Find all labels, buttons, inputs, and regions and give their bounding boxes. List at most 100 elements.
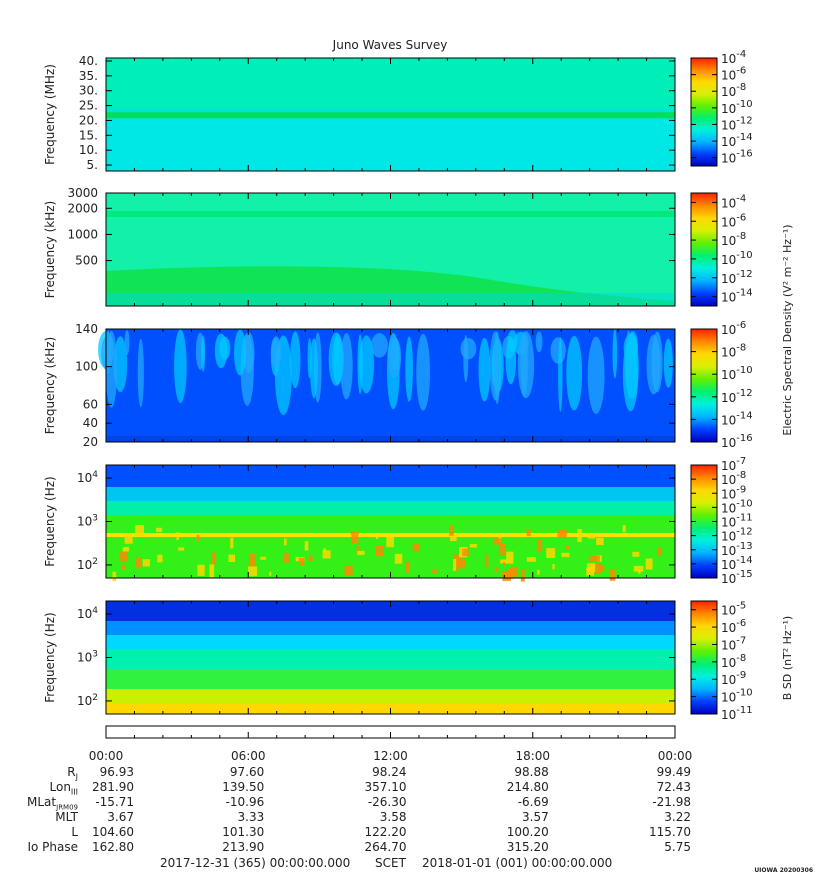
colorbar-tick-label: 10-14 — [721, 288, 753, 305]
eph-value: 3.22 — [664, 810, 691, 824]
colorbar-tick-label: 10-6 — [721, 66, 746, 83]
eph-label-rj: RJ — [67, 765, 78, 782]
footer-end-time: 2018-01-01 (001) 00:00:00.000 — [422, 856, 613, 870]
heatmap-4 — [106, 465, 675, 582]
colorbar-5 — [690, 600, 718, 715]
eph-value: -15.71 — [95, 795, 134, 809]
y-tick-label: 40. — [79, 54, 98, 68]
colorbar-tick-label: 10-8 — [721, 653, 746, 670]
y-tick-label: 3000 — [67, 186, 98, 200]
y-tick-label: 1000 — [67, 227, 98, 241]
y-tick-label: 10. — [79, 143, 98, 157]
y-tick-label: 102 — [77, 557, 98, 572]
y-tick-label: 60 — [83, 397, 98, 411]
colorbar-tick-label: 10-8 — [721, 343, 746, 360]
colorbar-tick-label: 10-10 — [721, 688, 753, 705]
footer-scet-label: SCET — [375, 856, 406, 870]
colorbar-tick-label: 10-12 — [721, 388, 753, 405]
colorbar-tick-label: 10-6 — [721, 212, 746, 229]
eph-value: 162.80 — [92, 840, 134, 854]
time-tick-label: 18:00 — [515, 749, 550, 763]
electric-colorbar-label: Electric Spectral Density (V² m⁻² Hz⁻¹) — [781, 224, 794, 435]
eph-value: 99.49 — [656, 765, 691, 779]
colorbar-tick-label: 10-16 — [721, 433, 753, 450]
eph-value: 101.30 — [222, 825, 265, 839]
y-tick-label: 103 — [77, 514, 98, 529]
colorbar-tick-label: 10-4 — [721, 193, 746, 210]
colorbar-tick-label: 10-6 — [721, 320, 746, 337]
colorbar-1 — [690, 57, 718, 167]
colorbar-tick-label: 10-10 — [721, 365, 753, 382]
eph-value: 96.93 — [99, 765, 134, 779]
colorbar-tick-label: 10-10 — [721, 99, 753, 116]
eph-value: 281.90 — [92, 780, 134, 794]
y-axis-label: Frequency (MHz) — [43, 64, 57, 165]
y-tick-label: 104 — [77, 470, 98, 485]
colorbar-tick-label: 10-10 — [721, 250, 753, 267]
eph-label-io-phase: Io Phase — [27, 840, 78, 854]
y-tick-label: 2000 — [67, 201, 98, 215]
eph-value: 3.67 — [107, 810, 134, 824]
y-tick-label: 40 — [83, 416, 98, 430]
y-tick-label: 25. — [79, 99, 98, 113]
y-tick-label: 103 — [77, 650, 98, 665]
eph-value: 214.80 — [506, 780, 549, 794]
heatmap-5 — [106, 601, 675, 714]
eph-value: 98.24 — [372, 765, 407, 779]
eph-label-mlt: MLT — [55, 810, 78, 824]
eph-value: 213.90 — [222, 840, 265, 854]
colorbar-tick-label: 10-12 — [721, 269, 753, 286]
y-tick-label: 102 — [77, 693, 98, 708]
colorbar-tick-label: 10-8 — [721, 82, 746, 99]
eph-label-mlat: MLatJRM09 — [27, 795, 78, 812]
eph-value: 5.75 — [664, 840, 691, 854]
eph-value: 97.60 — [229, 765, 265, 779]
eph-value: 104.60 — [92, 825, 134, 839]
y-tick-label: 500 — [75, 254, 98, 268]
y-tick-label: 35. — [79, 69, 98, 83]
eph-label-lon: LonIII — [49, 780, 79, 797]
y-tick-label: 5. — [87, 158, 98, 172]
heatmap-2 — [106, 193, 675, 306]
time-tick-label: 00:00 — [89, 749, 124, 763]
eph-value: 72.43 — [656, 780, 691, 794]
colorbar-2 — [690, 192, 718, 307]
eph-label-l: L — [71, 825, 78, 839]
colorbar-tick-label: 10-8 — [721, 231, 746, 248]
uiowa-stamp: UIOWA 20200306 — [754, 867, 813, 874]
y-axis-label: Frequency (Hz) — [43, 612, 57, 703]
eph-value: 3.57 — [522, 810, 549, 824]
y-axis-label: Frequency (Hz) — [43, 476, 57, 567]
y-tick-label: 20. — [79, 113, 98, 127]
colorbar-tick-label: 10-14 — [721, 410, 753, 427]
eph-value: -10.96 — [225, 795, 265, 809]
y-axis-label: Frequency (kHz) — [43, 201, 57, 298]
eph-value: 3.33 — [237, 810, 265, 824]
eph-value: 315.20 — [506, 840, 549, 854]
eph-value: 100.20 — [506, 825, 549, 839]
y-tick-label: 140 — [75, 322, 98, 336]
eph-value: -6.69 — [517, 795, 549, 809]
y-tick-label: 30. — [79, 84, 98, 98]
eph-value: 139.50 — [222, 780, 265, 794]
eph-value: 3.58 — [379, 810, 407, 824]
eph-value: 98.88 — [514, 765, 549, 779]
y-axis-label: Frequency (kHz) — [43, 337, 57, 434]
y-tick-label: 15. — [79, 128, 98, 142]
time-tick-label: 00:00 — [658, 749, 693, 763]
time-tick-label: 12:00 — [373, 749, 408, 763]
colorbar-tick-label: 10-6 — [721, 618, 746, 635]
colorbar-tick-label: 10-11 — [721, 705, 753, 722]
colorbar-3 — [690, 328, 718, 443]
eph-value: -21.98 — [652, 795, 691, 809]
colorbar-tick-label: 10-7 — [721, 635, 746, 652]
eph-value: 264.70 — [364, 840, 407, 854]
figure-title: Juno Waves Survey — [332, 38, 448, 52]
colorbar-tick-label: 10-16 — [721, 149, 753, 166]
magnetic-colorbar-label: B SD (nT² Hz⁻¹) — [781, 616, 794, 700]
heatmap-1 — [106, 58, 675, 171]
y-tick-label: 104 — [77, 606, 98, 621]
eph-value: -26.30 — [367, 795, 407, 809]
